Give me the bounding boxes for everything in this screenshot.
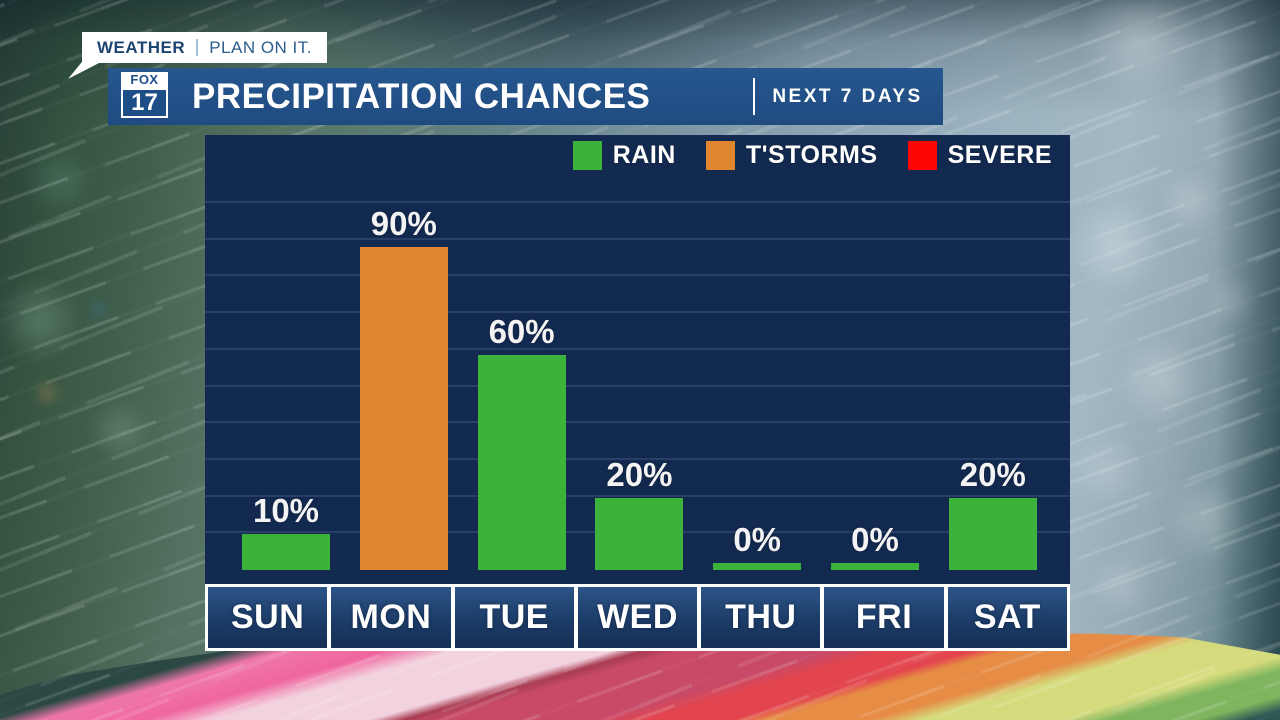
header-divider: [753, 78, 755, 115]
gridline: [205, 347, 1070, 350]
bar-tue: [477, 355, 566, 570]
bar-group-mon: 90%: [345, 140, 463, 570]
bar-value-label-wed: 20%: [606, 456, 673, 493]
bar-thu: [713, 563, 802, 570]
tag-slogan: PLAN ON IT.: [209, 37, 312, 57]
bar-group-wed: 20%: [580, 140, 698, 570]
gridline: [205, 421, 1070, 424]
rain-swatch-icon: [572, 141, 602, 170]
legend-item-tstorms: T'STORMS: [705, 141, 878, 170]
legend-item-severe: SEVERE: [907, 141, 1052, 170]
day-cell-tue: TUE: [454, 587, 574, 648]
page-title: PRECIPITATION CHANCES: [192, 76, 651, 116]
gridline: [205, 237, 1070, 240]
bar-group-sat: 20%: [934, 140, 1052, 570]
day-cell-fri: FRI: [824, 587, 944, 648]
chart-legend: RAIN T'STORMS SEVERE: [572, 141, 1052, 170]
gridline: [205, 494, 1070, 497]
day-cell-sat: SAT: [947, 587, 1067, 648]
plot-area: 10% 90% 60% 20% 0% 0% 20%: [205, 135, 1070, 584]
bar-sat: [948, 498, 1037, 570]
bar-group-fri: 0%: [816, 140, 934, 570]
day-cell-sun: SUN: [208, 587, 328, 648]
bar-value-label-sat: 20%: [959, 456, 1026, 493]
day-cell-mon: MON: [331, 587, 451, 648]
legend-item-rain: RAIN: [572, 141, 676, 170]
bar-value-label-tue: 60%: [488, 313, 555, 350]
weather-tag: WEATHER PLAN ON IT.: [82, 32, 327, 63]
bar-wed: [595, 498, 684, 570]
legend-label-tstorms: T'STORMS: [745, 141, 878, 169]
tstorms-swatch-icon: [705, 141, 735, 170]
legend-label-rain: RAIN: [612, 141, 676, 169]
bar-value-label-sun: 10%: [252, 492, 320, 529]
bar-group-thu: 0%: [698, 140, 816, 570]
bar-value-label-thu: 0%: [733, 521, 782, 558]
gridline: [205, 311, 1070, 314]
bar-value-label-fri: 0%: [851, 521, 899, 558]
tag-divider: [196, 39, 199, 56]
gridline: [205, 201, 1070, 203]
day-axis: SUN MON TUE WED THU FRI SAT: [205, 584, 1070, 651]
logo-network: FOX: [121, 72, 168, 88]
severe-swatch-icon: [907, 141, 937, 170]
logo-channel: 17: [121, 88, 168, 118]
bar-sun: [242, 534, 330, 570]
gridline: [205, 274, 1070, 277]
bar-fri: [831, 563, 919, 570]
bar-group-tue: 60%: [463, 140, 581, 570]
day-cell-thu: THU: [701, 587, 821, 648]
gridline: [205, 384, 1070, 387]
bar-group-sun: 10%: [227, 140, 345, 570]
bar-value-label-mon: 90%: [370, 205, 437, 242]
gridline: [205, 457, 1070, 460]
legend-label-severe: SEVERE: [947, 141, 1052, 169]
tag-brand: WEATHER: [97, 37, 186, 57]
fox17-logo: FOX 17: [121, 72, 168, 118]
day-cell-wed: WED: [577, 587, 698, 648]
bar-mon: [359, 247, 448, 570]
header-bar: FOX 17 PRECIPITATION CHANCES NEXT 7 DAYS: [108, 68, 943, 125]
chart-panel: RAIN T'STORMS SEVERE 10% 90% 60% 20% 0% 0% 20%: [205, 135, 1070, 584]
header-subtitle: NEXT 7 DAYS: [772, 85, 923, 107]
